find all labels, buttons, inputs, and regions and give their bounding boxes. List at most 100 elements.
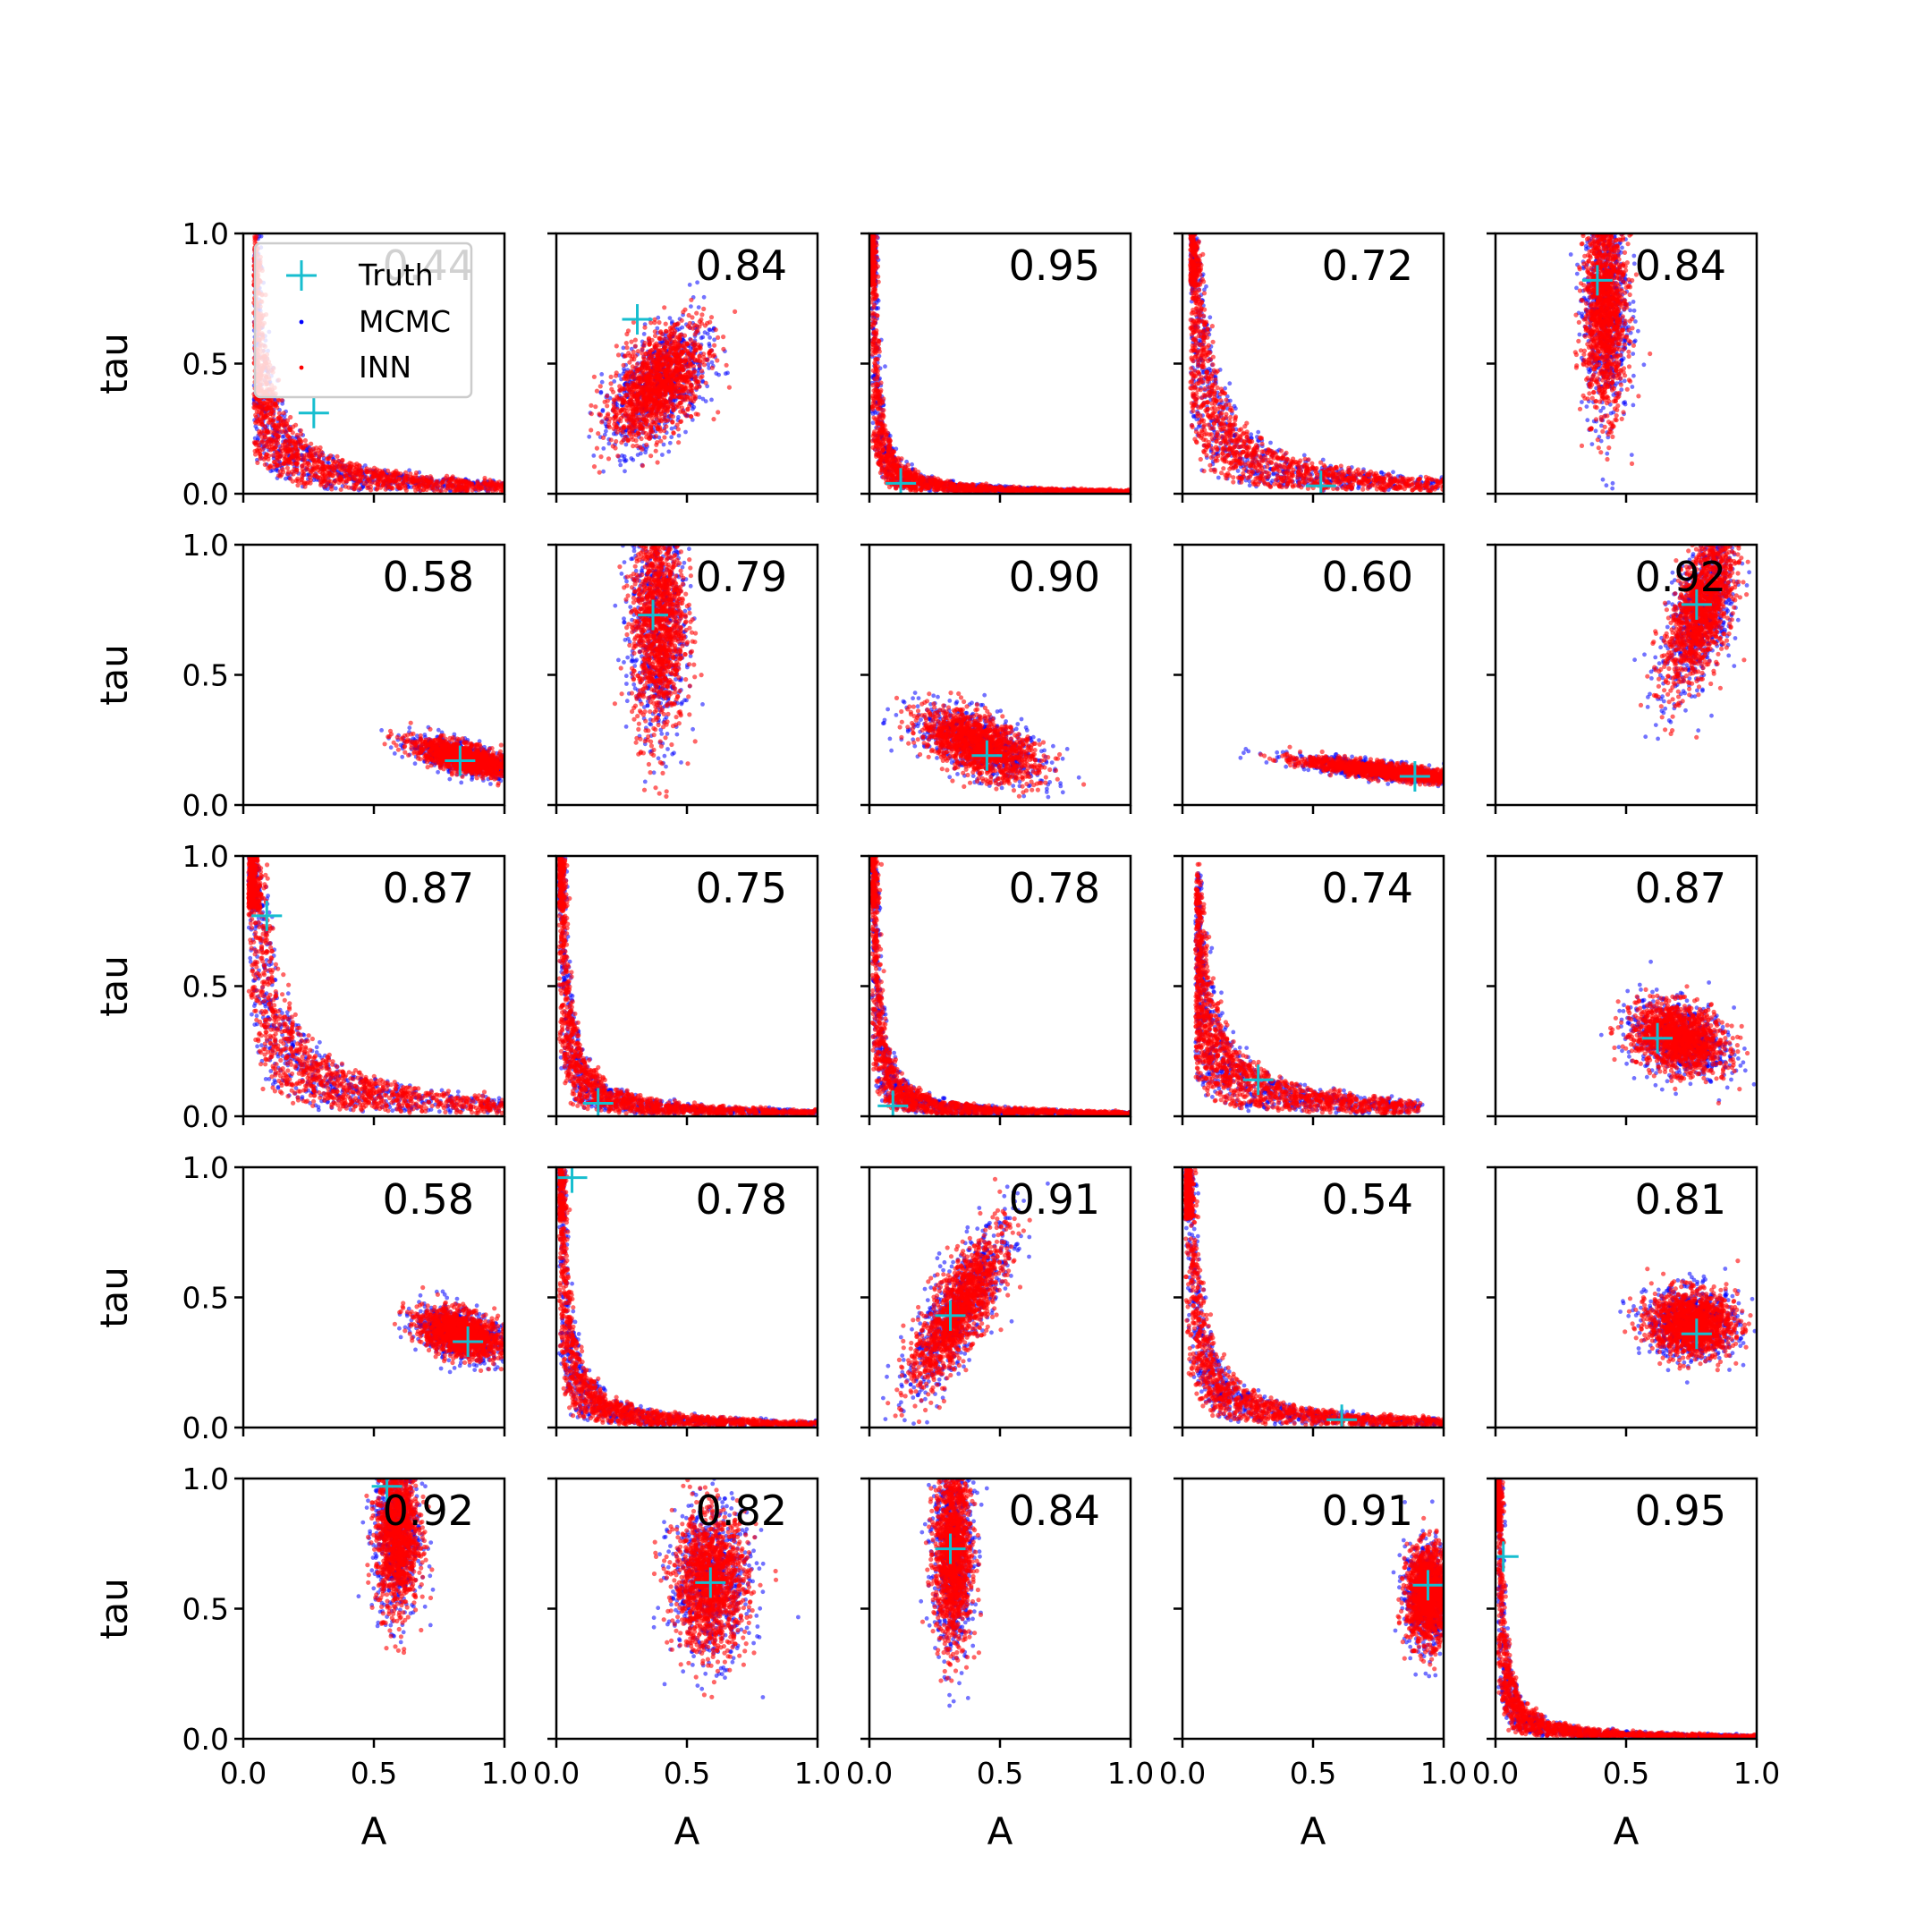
y-tick-label: 0.5	[182, 347, 229, 382]
mcmc-point	[666, 449, 672, 454]
inn-point	[598, 454, 604, 460]
inn-point	[277, 473, 284, 479]
inn-point	[657, 403, 663, 409]
inn-point	[605, 398, 610, 403]
inn-point	[679, 318, 684, 323]
inn-point	[600, 435, 606, 440]
inn-point	[688, 383, 693, 388]
inn-point	[625, 386, 631, 391]
inn-point	[675, 427, 681, 432]
inn-point	[606, 425, 613, 430]
inn-point	[306, 462, 312, 468]
inn-point	[357, 470, 362, 475]
inn-point	[637, 417, 642, 422]
inn-point	[329, 487, 335, 492]
mcmc-point	[689, 304, 693, 309]
inn-point	[662, 336, 667, 342]
inn-point	[451, 484, 456, 489]
inn-point	[286, 470, 292, 475]
inn-point	[353, 481, 360, 487]
inn-point	[638, 379, 643, 386]
inn-point	[631, 349, 636, 355]
panel-score: 0.84	[696, 242, 787, 290]
inn-point	[631, 375, 636, 380]
inn-point	[685, 394, 691, 400]
inn-point	[624, 331, 630, 337]
inn-point	[733, 309, 738, 314]
inn-point	[650, 387, 656, 393]
inn-point	[305, 467, 310, 472]
inn-point	[692, 358, 698, 363]
inn-point	[646, 407, 651, 412]
inn-point	[635, 397, 640, 402]
mcmc-point	[643, 450, 648, 455]
mcmc-point	[618, 462, 623, 468]
mcmc-point	[623, 469, 627, 474]
inn-point	[317, 455, 322, 461]
inn-point	[675, 342, 681, 347]
inn-point	[674, 422, 680, 428]
mcmc-point	[700, 396, 706, 402]
inn-point	[435, 487, 440, 492]
inn-point	[667, 383, 673, 388]
inn-point	[615, 352, 622, 358]
inn-point	[648, 434, 654, 439]
inn-point	[687, 320, 692, 326]
inn-point	[387, 471, 393, 477]
inn-point	[656, 418, 662, 423]
inn-point	[265, 402, 270, 407]
inn-point	[681, 343, 687, 349]
inn-point	[670, 393, 675, 398]
mcmc-point	[688, 346, 693, 352]
inn-point	[589, 402, 594, 408]
inn-point	[625, 438, 631, 444]
inn-point	[686, 312, 691, 318]
inn-point	[672, 352, 677, 357]
inn-point	[409, 474, 414, 480]
inn-point	[618, 419, 623, 424]
inn-point	[614, 343, 619, 349]
inn-point	[644, 402, 649, 408]
mcmc-point	[687, 283, 692, 287]
inn-point	[268, 463, 274, 469]
inn-point	[613, 414, 618, 419]
inn-point	[280, 467, 285, 472]
inn-point	[467, 482, 472, 487]
mcmc-point	[606, 441, 612, 446]
inn-point	[644, 413, 649, 419]
inn-point	[669, 371, 675, 377]
inn-point	[379, 470, 385, 476]
inn-point	[681, 368, 686, 373]
inn-point	[623, 405, 629, 411]
inn-point	[273, 423, 278, 429]
inn-point	[262, 424, 267, 429]
inn-point	[677, 400, 682, 405]
inn-point	[636, 431, 642, 436]
inn-point	[386, 468, 391, 474]
inn-point	[258, 399, 263, 404]
inn-point	[597, 470, 602, 475]
mcmc-point	[695, 280, 699, 285]
inn-point	[709, 365, 715, 370]
inn-point	[664, 424, 669, 429]
inn-point	[322, 479, 327, 484]
mcmc-point	[883, 364, 887, 369]
inn-point	[259, 446, 265, 452]
inn-point	[308, 470, 313, 475]
inn-point	[657, 335, 662, 342]
mcmc-point	[910, 462, 914, 467]
inn-point	[691, 353, 696, 359]
inn-point	[275, 455, 280, 461]
inn-point	[619, 440, 624, 445]
inn-point	[605, 394, 610, 399]
inn-point	[681, 309, 686, 315]
inn-point	[633, 425, 639, 430]
inn-point	[629, 339, 634, 344]
inn-point	[507, 485, 512, 489]
inn-point	[652, 333, 658, 339]
inn-point	[308, 446, 313, 452]
inn-point	[634, 409, 640, 414]
inn-point	[682, 411, 687, 416]
inn-point	[669, 386, 674, 392]
inn-point	[262, 435, 268, 440]
